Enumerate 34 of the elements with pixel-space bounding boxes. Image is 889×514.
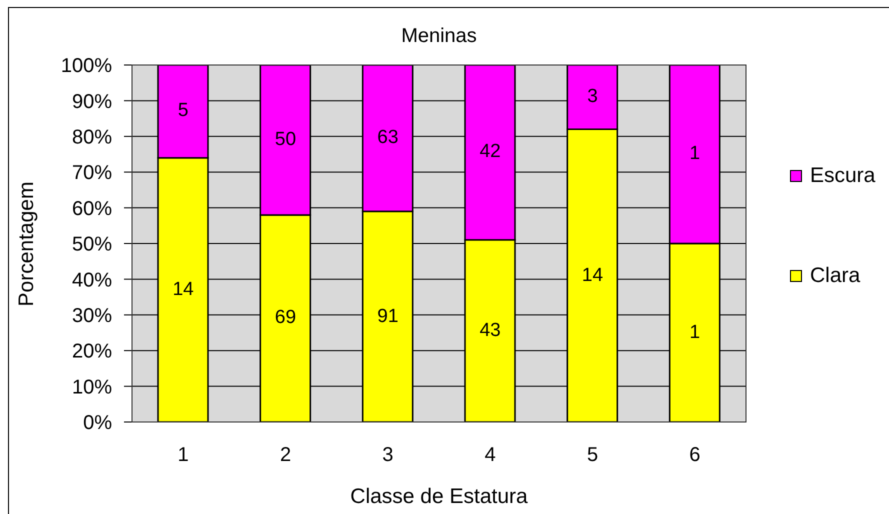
x-tick-label: 6: [689, 444, 700, 466]
y-tick-label: 40%: [72, 269, 112, 292]
annotation: 5: [178, 100, 188, 122]
annotation: 14: [172, 278, 194, 300]
y-tick-label: 80%: [72, 126, 112, 148]
x-axis-title: Classe de Estatura: [349, 485, 529, 509]
y-tick-label: 100%: [60, 55, 112, 78]
y-tick-label: 30%: [72, 305, 112, 327]
x-tick-label: 4: [484, 444, 496, 466]
y-tick-label: 10%: [72, 376, 112, 398]
chart-title: Meninas: [400, 24, 478, 48]
annotation: 42: [480, 141, 501, 162]
y-tick-label: 70%: [72, 162, 112, 184]
legend-label: Clara: [810, 264, 860, 287]
annotation: 1: [690, 322, 700, 343]
y-tick-label: 90%: [72, 90, 112, 113]
x-tick-label: 1: [178, 444, 189, 466]
y-tick-label: 20%: [72, 340, 112, 363]
annotation: 43: [480, 320, 501, 341]
x-tick-label: 5: [586, 444, 598, 466]
x-tick-label: 3: [382, 444, 394, 466]
legend-label: Escura: [810, 164, 876, 187]
y-axis-title: Porcentagem: [15, 181, 39, 306]
y-tick-label: 50%: [72, 234, 112, 256]
annotation: 14: [582, 264, 604, 286]
annotation: 91: [377, 306, 398, 327]
annotation: 3: [587, 86, 598, 108]
y-tick-label: 60%: [72, 198, 112, 220]
annotation: 1: [690, 143, 700, 164]
annotation: 69: [274, 307, 296, 328]
x-tick-label: 2: [280, 444, 292, 466]
y-tick-label: 0%: [83, 412, 112, 434]
annotation: 50: [274, 128, 296, 150]
annotation: 63: [377, 127, 398, 148]
